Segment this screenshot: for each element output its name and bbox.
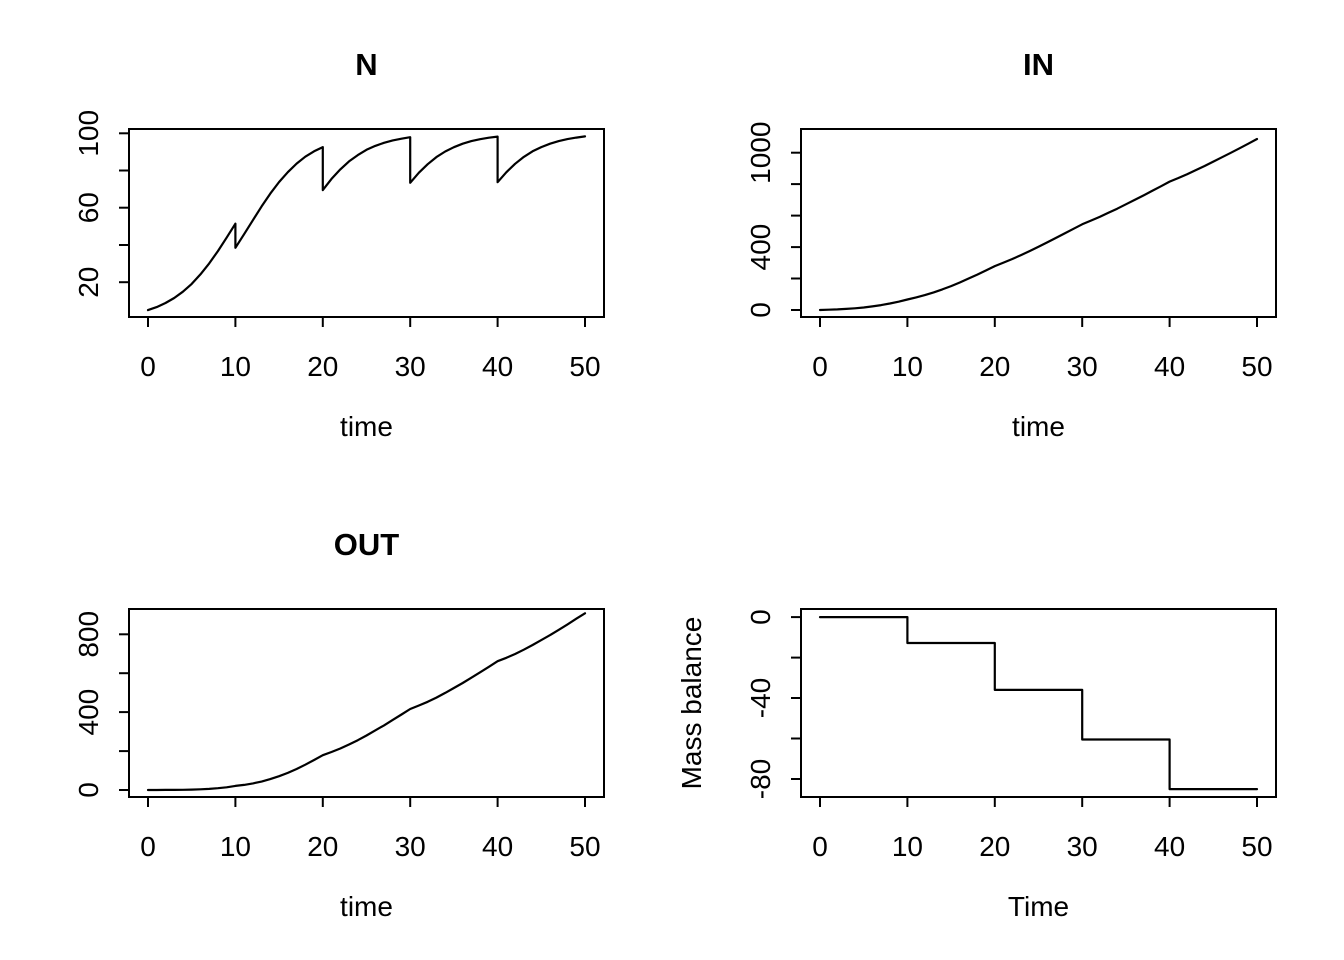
panel-out: 0 10 20 30 40 50 0 400 800 OUT time [0, 480, 672, 960]
y-tick-label: 0 [745, 609, 776, 625]
panel-in: 0 10 20 30 40 50 0 400 1000 IN time [672, 0, 1344, 480]
x-tick-label: 50 [1241, 351, 1272, 382]
y-tick-label: 0 [73, 782, 104, 798]
x-tick-label: 50 [569, 351, 600, 382]
x-tick-label: 10 [892, 351, 923, 382]
series-line-N [146, 135, 587, 312]
series-line-OUT [146, 612, 587, 792]
panel-mass-balance: 0 10 20 30 40 50 0 -40 -80 Mass balance Time [672, 480, 1344, 960]
y-tick-label: 1000 [745, 122, 776, 184]
x-tick-label: 20 [979, 351, 1010, 382]
plot-box [800, 128, 1277, 318]
plot-box [128, 128, 605, 318]
plot-box [800, 608, 1277, 798]
y-tick-label: 20 [73, 267, 104, 298]
y-tick-label: -40 [745, 678, 776, 718]
plot-area-out: 0 10 20 30 40 50 0 400 800 [73, 608, 605, 862]
x-tick-label: 30 [395, 351, 426, 382]
panel-title-out: OUT [333, 527, 400, 562]
x-tick-label: 10 [220, 831, 251, 862]
x-tick-label: 10 [892, 831, 923, 862]
y-tick-label: 0 [745, 302, 776, 318]
x-tick-label: 0 [140, 351, 156, 382]
x-tick-label: 30 [1067, 351, 1098, 382]
x-tick-label: 10 [220, 351, 251, 382]
y-tick-label: -80 [745, 759, 776, 799]
x-tick-label: 0 [812, 831, 828, 862]
y-axis-label-mass-balance: Mass balance [676, 616, 707, 790]
x-tick-label: 20 [307, 351, 338, 382]
y-tick-label: 400 [745, 224, 776, 271]
panel-title-n: N [355, 47, 378, 82]
x-tick-label: 30 [1067, 831, 1098, 862]
x-axis-label-out: time [340, 891, 393, 922]
x-tick-label: 30 [395, 831, 426, 862]
x-axis-label-mass-balance: Time [1007, 891, 1070, 922]
x-tick-label: 0 [140, 831, 156, 862]
plot-area-n: 0 10 20 30 40 50 20 60 100 [73, 110, 605, 382]
x-tick-label: 40 [1154, 831, 1185, 862]
x-tick-label: 20 [979, 831, 1010, 862]
y-tick-label: 100 [73, 110, 104, 157]
plot-box [128, 608, 605, 798]
x-tick-label: 20 [307, 831, 338, 862]
x-tick-label: 50 [1241, 831, 1272, 862]
x-tick-label: 0 [812, 351, 828, 382]
series-line-mass-balance-step [818, 616, 1259, 791]
x-tick-label: 50 [569, 831, 600, 862]
x-tick-label: 40 [1154, 351, 1185, 382]
panel-n: 0 10 20 30 40 50 20 60 100 N time [0, 0, 672, 480]
series-line-IN [818, 137, 1259, 312]
x-axis-label-in: time [1012, 411, 1065, 442]
x-tick-label: 40 [482, 831, 513, 862]
plot-area-mass-balance: 0 10 20 30 40 50 0 -40 -80 [745, 608, 1277, 862]
y-tick-label: 400 [73, 689, 104, 736]
plot-area-in: 0 10 20 30 40 50 0 400 1000 [745, 122, 1277, 382]
y-tick-label: 60 [73, 192, 104, 223]
y-tick-label: 800 [73, 611, 104, 658]
x-tick-label: 40 [482, 351, 513, 382]
panel-title-in: IN [1023, 47, 1054, 82]
x-axis-label-n: time [340, 411, 393, 442]
